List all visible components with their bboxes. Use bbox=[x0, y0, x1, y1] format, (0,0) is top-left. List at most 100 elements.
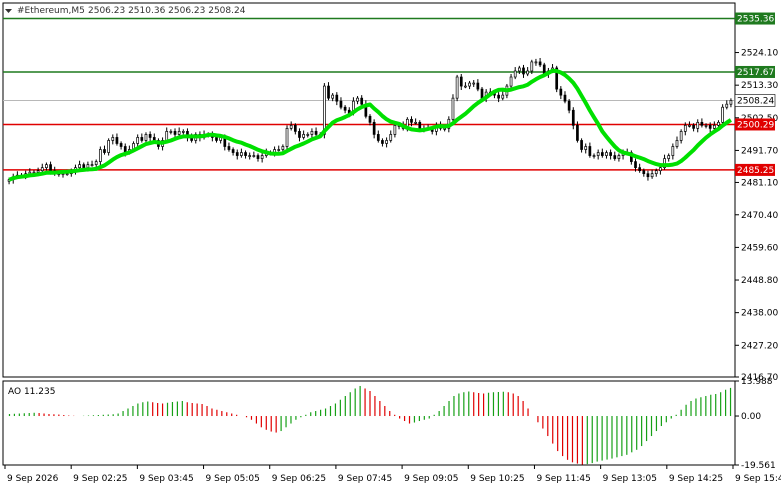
candle-body bbox=[464, 85, 467, 88]
candle-body bbox=[592, 155, 596, 157]
candle-body bbox=[323, 85, 326, 135]
price-axis-tick-label: 2459.60 bbox=[741, 243, 778, 253]
candle-body bbox=[634, 161, 637, 168]
candle-body bbox=[712, 125, 716, 129]
price-level-tag-label: 2485.25 bbox=[737, 166, 774, 176]
candle-body bbox=[103, 149, 106, 153]
candle-body bbox=[356, 97, 359, 102]
candle-body bbox=[40, 167, 44, 172]
candle-body bbox=[725, 103, 729, 108]
price-axis-tick-label: 2513.30 bbox=[741, 81, 778, 91]
ao-axis-tick-label: 13.988 bbox=[741, 377, 773, 387]
candle-body bbox=[530, 61, 534, 72]
candle-body bbox=[293, 125, 297, 132]
candle-body bbox=[107, 140, 110, 153]
price-axis-tick-label: 2491.70 bbox=[741, 146, 778, 156]
price-axis-tick-label: 2416.70 bbox=[741, 373, 778, 383]
candle-body bbox=[82, 164, 86, 168]
candle-body bbox=[144, 134, 148, 141]
candle-body bbox=[696, 121, 700, 129]
candle-body bbox=[165, 131, 169, 141]
candle-body bbox=[671, 146, 675, 156]
current-price-tag-label: 2508.24 bbox=[737, 96, 774, 106]
candle-body bbox=[256, 155, 260, 159]
candle-body bbox=[136, 137, 140, 144]
candle-body bbox=[472, 82, 476, 85]
candle-body bbox=[414, 121, 417, 124]
candle-body bbox=[140, 137, 144, 141]
candle-body bbox=[215, 137, 218, 141]
candle-body bbox=[700, 121, 704, 126]
candle-body bbox=[177, 131, 181, 135]
candle-body bbox=[181, 131, 185, 133]
candle-body bbox=[517, 67, 521, 72]
candle-body bbox=[650, 173, 654, 178]
time-axis-tick-label: 9 Sep 11:45 bbox=[536, 474, 590, 484]
chart-symbol-label: #Ethereum,M5 bbox=[17, 6, 85, 16]
time-axis-tick-label: 9 Sep 10:25 bbox=[470, 474, 524, 484]
candle-body bbox=[289, 125, 293, 129]
ao-indicator-label: AO 11.235 bbox=[8, 387, 55, 397]
time-axis-tick-label: 9 Sep 15:45 bbox=[735, 474, 781, 484]
candle-body bbox=[659, 167, 662, 172]
candle-body bbox=[410, 118, 413, 123]
candle-body bbox=[675, 140, 679, 147]
candle-body bbox=[451, 97, 455, 120]
price-axis-tick-label: 2481.10 bbox=[741, 178, 778, 188]
candle-body bbox=[331, 94, 335, 99]
candle-body bbox=[119, 143, 123, 147]
candle-body bbox=[252, 155, 256, 157]
candle-body bbox=[580, 140, 583, 150]
candle-body bbox=[45, 164, 48, 168]
candle-body bbox=[360, 97, 364, 105]
chart-ohlc-label: 2506.23 2510.36 2506.23 2508.24 bbox=[88, 6, 246, 16]
candle-body bbox=[667, 155, 671, 159]
chart-menu-arrow-icon[interactable] bbox=[5, 9, 12, 13]
candle-body bbox=[302, 134, 305, 138]
candle-body bbox=[501, 94, 505, 99]
candle-body bbox=[376, 134, 380, 141]
ao-axis-tick-label: 0.00 bbox=[741, 412, 761, 422]
candle-body bbox=[679, 131, 683, 141]
time-axis-tick-label: 9 Sep 06:25 bbox=[272, 474, 326, 484]
candle-body bbox=[285, 128, 289, 147]
candle-body bbox=[281, 146, 285, 150]
candle-body bbox=[231, 149, 235, 153]
price-axis-tick-label: 2448.80 bbox=[741, 276, 778, 286]
candle-body bbox=[721, 106, 724, 123]
candle-body bbox=[692, 125, 695, 129]
candle-body bbox=[455, 76, 459, 99]
candle-body bbox=[468, 82, 471, 87]
candle-body bbox=[584, 146, 588, 150]
candle-body bbox=[459, 76, 463, 87]
candle-body bbox=[335, 94, 339, 102]
candle-body bbox=[559, 88, 563, 96]
candle-body bbox=[389, 134, 393, 141]
candle-body bbox=[86, 164, 90, 168]
candle-body bbox=[613, 155, 617, 159]
price-axis-tick-label: 2427.20 bbox=[741, 341, 778, 351]
candle-body bbox=[497, 94, 500, 99]
candle-body bbox=[522, 67, 525, 75]
price-level-tag bbox=[735, 118, 775, 131]
candle-body bbox=[576, 125, 579, 141]
candle-body bbox=[717, 121, 720, 126]
candle-body bbox=[617, 155, 621, 159]
candle-body bbox=[327, 85, 330, 99]
candle-body bbox=[534, 61, 538, 64]
current-price-tag bbox=[734, 94, 776, 107]
candle-body bbox=[173, 131, 177, 135]
candle-body bbox=[708, 125, 712, 129]
candle-body bbox=[588, 146, 592, 156]
candle-body bbox=[646, 173, 650, 178]
candle-body bbox=[148, 134, 152, 138]
candle-body bbox=[298, 131, 301, 138]
price-level-tag bbox=[735, 163, 775, 176]
candle-body bbox=[480, 88, 484, 99]
candle-body bbox=[260, 155, 264, 159]
candle-body bbox=[314, 131, 318, 135]
candle-body bbox=[65, 173, 69, 176]
time-axis-tick-label: 9 Sep 05:05 bbox=[206, 474, 260, 484]
